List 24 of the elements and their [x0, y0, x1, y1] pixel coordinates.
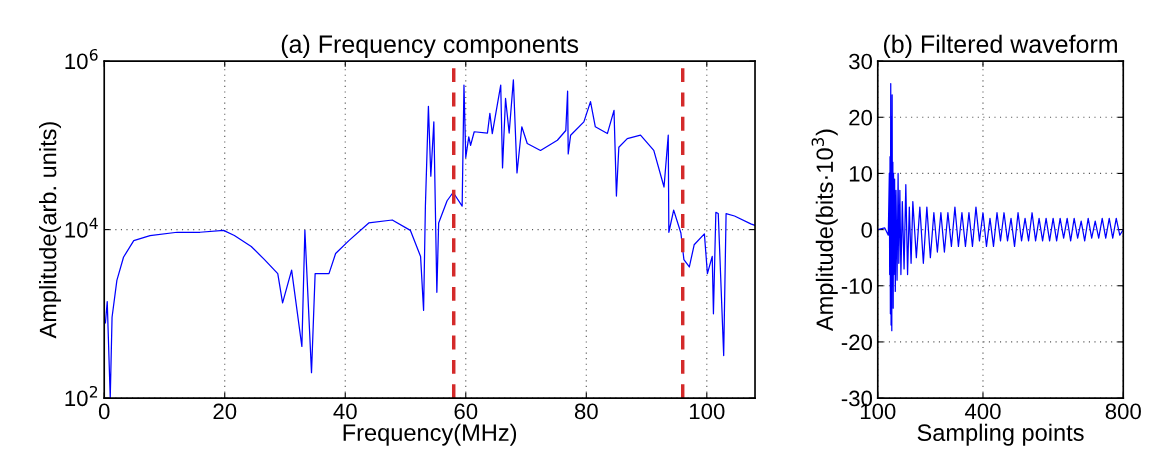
y-axis-title: Amplitude(arb. units) — [39, 122, 62, 339]
x-tick-label: 80 — [574, 403, 598, 420]
y-tick-label: 0 — [861, 222, 873, 238]
x-tick-label: 800 — [1105, 403, 1141, 420]
y-tick-label: 10 — [849, 165, 873, 182]
x-tick-label: 100 — [689, 403, 725, 420]
x-axis-title: Sampling points — [917, 423, 1084, 446]
y-tick-label: 10$^{6}$ — [65, 48, 98, 70]
x-tick-label: 0 — [98, 403, 110, 420]
y-tick-label: 10$^{4}$ — [65, 217, 98, 238]
x-tick-label: 20 — [213, 403, 237, 420]
chart-title: (a) Frequency components — [281, 34, 579, 58]
x-tick-label: 60 — [454, 403, 478, 420]
x-axis-title: Frequency(MHz) — [343, 423, 517, 446]
y-tick-label: 30 — [849, 53, 873, 70]
line-series — [877, 82, 1124, 332]
y-tick-label: 10$^{2}$ — [65, 385, 98, 407]
y-tick-label: -10 — [841, 278, 873, 295]
x-tick-label: 400 — [964, 403, 1001, 420]
y-axis-title: Amplitude(bits·10$^{3}$) — [811, 129, 838, 332]
y-tick-label: -20 — [841, 334, 873, 351]
x-tick-label: 40 — [333, 403, 357, 420]
chart-title: (b) Filtered waveform — [883, 34, 1117, 58]
y-tick-label: 20 — [849, 109, 873, 126]
